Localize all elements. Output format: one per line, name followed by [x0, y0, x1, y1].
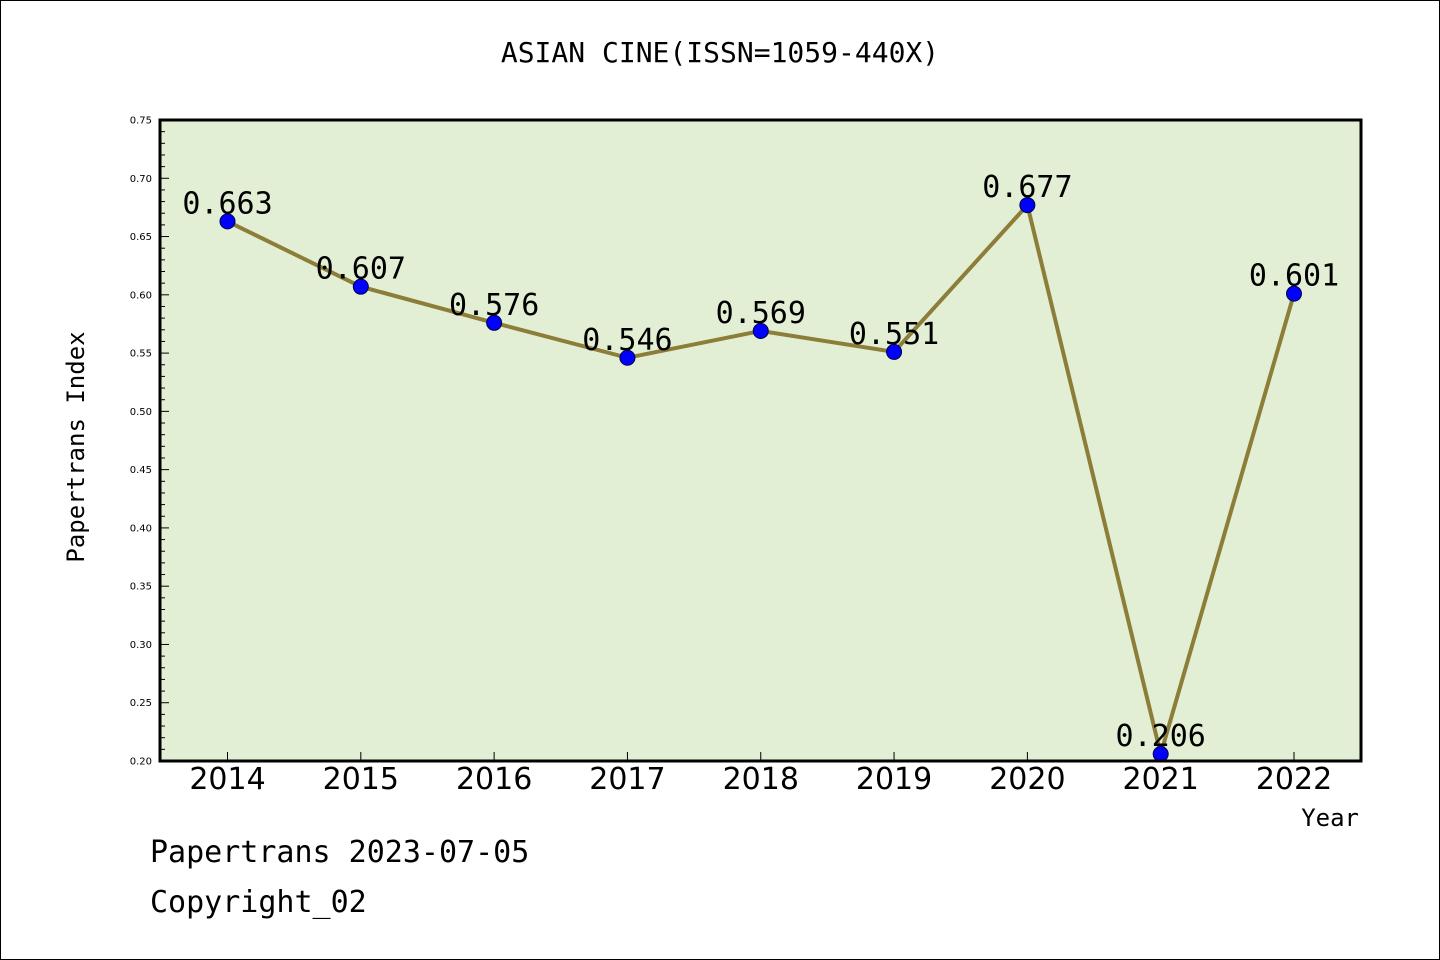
data-point	[219, 213, 236, 230]
x-tick-label: 2020	[989, 762, 1065, 797]
plot-border	[158, 118, 1363, 763]
y-tick-label: 0.25	[130, 698, 152, 709]
y-tick-label: 0.75	[130, 116, 152, 127]
y-tick-label: 0.45	[130, 465, 152, 476]
data-label: 0.663	[182, 186, 272, 221]
data-point	[619, 349, 636, 366]
x-tick-label: 2016	[456, 762, 532, 797]
x-tick-label: 2019	[856, 762, 932, 797]
data-point	[1019, 197, 1036, 214]
data-point	[1286, 285, 1302, 302]
data-label: 0.551	[849, 317, 939, 352]
y-tick-label: 0.60	[130, 290, 152, 301]
x-tick-label: 2014	[189, 762, 265, 797]
y-tick-label: 0.30	[130, 640, 152, 651]
y-tick-label: 0.35	[130, 582, 152, 593]
x-tick-label: 2017	[589, 762, 665, 797]
y-tick-label: 0.50	[130, 407, 152, 418]
data-label: 0.546	[582, 323, 672, 358]
data-label: 0.607	[316, 252, 406, 287]
series-layer: 0.663 0.607 0.576 0.546 0.569 0.551 0.677 0.206…	[182, 170, 1339, 763]
y-tick-label: 0.40	[130, 523, 152, 534]
x-tick-label: 2022	[1256, 762, 1332, 797]
footer-date: Papertrans 2023-07-05	[150, 835, 530, 870]
data-point	[752, 322, 769, 339]
data-point	[352, 278, 369, 295]
x-axis-label: Year	[1301, 804, 1359, 832]
data-label: 0.576	[449, 288, 539, 323]
x-axis: 2014 2015 2016 2017 2018 2019 2020 2021 2022	[189, 752, 1332, 797]
x-tick-label: 2015	[323, 762, 399, 797]
y-axis-label: Papertrans Index	[62, 331, 90, 562]
data-label: 0.206	[1116, 719, 1206, 754]
y-tick-label: 0.20	[130, 757, 152, 768]
data-point	[886, 343, 903, 360]
y-tick-label: 0.55	[130, 349, 152, 360]
data-label: 0.601	[1249, 259, 1339, 294]
data-label: 0.569	[716, 296, 806, 331]
plot-area	[160, 120, 1361, 761]
y-tick-label: 0.70	[130, 174, 152, 185]
footer-copyright: Copyright_02	[150, 885, 367, 920]
data-label: 0.677	[982, 170, 1072, 205]
data-point	[486, 314, 503, 331]
chart-title: ASIAN CINE(ISSN=1059-440X)	[500, 36, 940, 69]
x-tick-label: 2021	[1123, 762, 1199, 797]
y-tick-label: 0.65	[130, 232, 152, 243]
x-tick-label: 2018	[723, 762, 799, 797]
